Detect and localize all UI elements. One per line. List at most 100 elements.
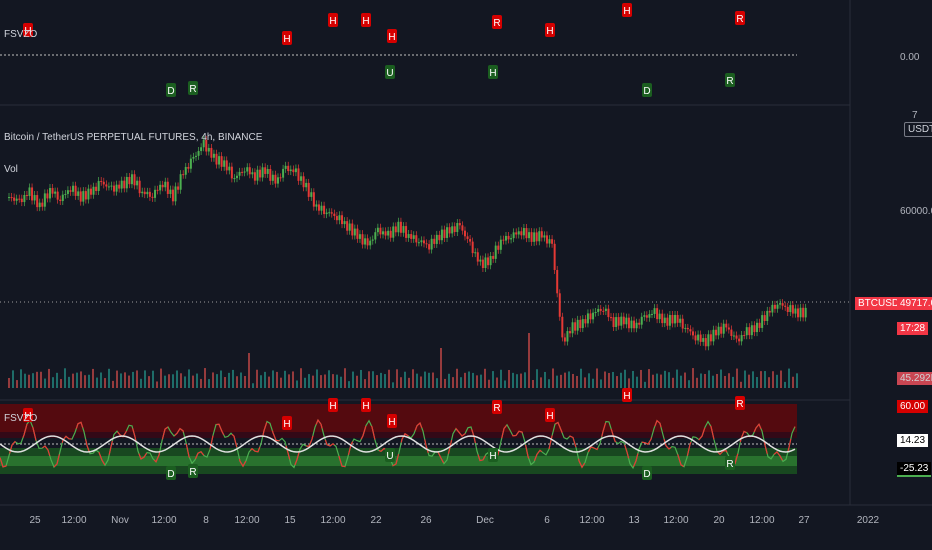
volume-bar <box>572 373 574 388</box>
candle <box>679 318 682 323</box>
volume-bar <box>476 375 478 388</box>
candle <box>31 187 34 201</box>
candle <box>609 317 612 319</box>
volume-bar <box>148 376 150 388</box>
candle <box>195 155 198 157</box>
candle <box>174 186 177 202</box>
candle <box>602 310 605 312</box>
candle <box>773 304 776 309</box>
symbol-title[interactable]: Bitcoin / TetherUS PERPETUAL FUTURES, 4h… <box>4 132 263 143</box>
candle <box>551 239 554 244</box>
candle <box>709 334 712 342</box>
volume-bar <box>176 370 178 388</box>
volume-bar <box>204 368 206 388</box>
signal-marker-h: H <box>388 417 395 428</box>
signal-marker-h: H <box>546 26 553 37</box>
candle <box>382 231 385 235</box>
candle <box>699 334 702 342</box>
candle <box>141 191 144 194</box>
candle <box>625 317 628 325</box>
candle <box>218 156 221 165</box>
candle <box>640 316 643 325</box>
candle <box>369 240 372 246</box>
candle <box>210 147 213 158</box>
candle <box>476 252 479 262</box>
x-tick-label: 12:00 <box>61 515 87 526</box>
candle <box>443 229 446 238</box>
volume-bar <box>740 381 742 388</box>
volume-bar <box>436 378 438 388</box>
candle <box>697 334 700 341</box>
candle <box>520 231 523 236</box>
candle <box>253 172 256 181</box>
candle <box>328 212 331 214</box>
candle <box>205 139 208 152</box>
candle <box>668 315 671 326</box>
volume-bar <box>280 377 282 388</box>
candle <box>510 238 513 240</box>
candle <box>246 167 249 172</box>
candle <box>748 327 751 336</box>
signal-marker-d: R <box>189 467 196 478</box>
candle <box>784 305 787 307</box>
currency-button[interactable]: USDT <box>904 122 932 137</box>
candle <box>79 191 82 202</box>
volume-bar <box>228 372 230 388</box>
volume-bar <box>412 369 414 388</box>
volume-tag: 45.292K <box>897 372 932 385</box>
candle <box>97 181 100 191</box>
volume-bar <box>508 370 510 388</box>
x-tick-label: Nov <box>111 515 129 526</box>
candle <box>107 186 110 188</box>
candle <box>341 215 344 225</box>
volume-bar <box>488 379 490 388</box>
volume-bar <box>96 377 98 388</box>
candle <box>161 184 164 188</box>
signal-marker-bg <box>328 13 338 27</box>
volume-bar <box>420 376 422 388</box>
candle <box>766 310 769 322</box>
volume-bar <box>336 374 338 388</box>
signal-marker-bg <box>166 83 176 97</box>
volume-bar <box>24 373 26 388</box>
candle <box>223 160 226 167</box>
candle <box>428 244 431 250</box>
signal-marker-d: D <box>643 86 650 97</box>
candle <box>276 177 279 184</box>
candle <box>604 308 607 312</box>
candle <box>74 185 77 196</box>
volume-bar <box>152 370 154 388</box>
volume-bar <box>20 369 22 388</box>
volume-bar <box>52 377 54 388</box>
volume-bar <box>716 373 718 388</box>
signal-marker-bg <box>361 398 371 412</box>
volume-bar <box>404 371 406 388</box>
volume-bar <box>580 368 582 388</box>
candle <box>763 315 766 322</box>
volume-bar <box>208 379 210 388</box>
volume-bar <box>216 374 218 388</box>
candle <box>18 198 21 200</box>
candle <box>538 231 541 242</box>
volume-bar <box>424 371 426 388</box>
candle <box>61 194 64 202</box>
volume-bar <box>616 376 618 388</box>
volume-bar <box>232 369 234 388</box>
signal-marker-h: H <box>546 411 553 422</box>
candle <box>182 174 185 176</box>
volume-label[interactable]: Vol <box>4 164 18 175</box>
candle <box>20 198 23 203</box>
candle <box>781 303 784 306</box>
volume-bar <box>12 370 14 388</box>
candle <box>410 234 413 239</box>
candle <box>300 176 303 181</box>
signal-marker-r: U <box>386 451 393 462</box>
candle <box>23 195 26 203</box>
candle <box>25 195 28 197</box>
volume-bar <box>752 371 754 388</box>
volume-bar <box>748 374 750 388</box>
candle <box>371 239 374 241</box>
volume-bar <box>292 371 294 388</box>
candle <box>264 167 267 174</box>
